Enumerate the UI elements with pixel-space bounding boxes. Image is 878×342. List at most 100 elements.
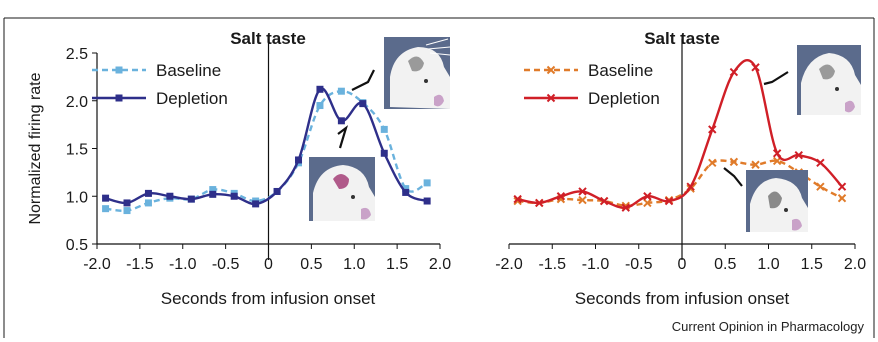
data-point <box>794 150 803 160</box>
x-tick-label: 0.5 <box>300 256 322 273</box>
x-tick-label: 1.0 <box>343 256 365 273</box>
x-tick-label: -0.5 <box>625 256 653 273</box>
data-point <box>556 192 566 201</box>
data-point <box>252 200 260 208</box>
x-tick-label: -1.0 <box>169 256 197 273</box>
pointer-mark <box>351 69 375 91</box>
data-point <box>751 63 760 72</box>
data-point <box>816 182 825 191</box>
data-point <box>816 158 825 168</box>
data-point <box>837 182 847 191</box>
data-point <box>209 190 217 198</box>
data-point <box>380 125 388 133</box>
x-tick-label: 0 <box>264 256 273 273</box>
x-tick-label: -1.5 <box>126 256 154 273</box>
left-panel: Salt taste -2.0 -1.5 -1.0 -0.5 0 0.5 1.0 1.5 2.0 0… <box>27 29 451 308</box>
series-line <box>517 159 843 208</box>
legend-marker <box>546 93 556 103</box>
data-point <box>621 203 630 212</box>
data-point <box>166 192 174 200</box>
x-tick-label: 2.0 <box>429 256 451 273</box>
data-point <box>123 199 131 207</box>
x-tick-label: -2.0 <box>495 256 523 273</box>
rat-head-icon <box>384 37 451 109</box>
y-axis-label: Normalized firing rate <box>27 72 44 224</box>
data-point <box>187 195 195 203</box>
data-point <box>337 87 345 95</box>
data-point <box>402 188 410 196</box>
data-point <box>535 198 544 208</box>
data-point <box>316 85 324 93</box>
data-point <box>578 195 587 205</box>
y-tick-label: 1.5 <box>66 142 88 159</box>
right-panel: Salt taste -2.0 -1.5 -1.0 -0.5 0 0.5 1.0 1.5 2.0 S… <box>495 29 866 308</box>
data-point <box>423 197 431 205</box>
x-tick-label: -0.5 <box>212 256 240 273</box>
rat-head-icon <box>797 45 861 115</box>
data-point <box>316 102 324 110</box>
x-tick-label: 0 <box>678 256 687 273</box>
legend-marker <box>115 94 123 102</box>
data-point <box>273 187 281 195</box>
data-point <box>513 194 522 204</box>
data-point <box>359 100 367 108</box>
data-point <box>664 196 674 206</box>
series-line <box>517 58 843 209</box>
legend-label: Depletion <box>588 89 660 108</box>
legend-label: Depletion <box>156 89 228 108</box>
y-tick-label: 2.5 <box>66 46 88 63</box>
rat-head-icon <box>746 170 808 232</box>
data-point <box>102 194 110 202</box>
x-axis-label: Seconds from infusion onset <box>575 289 790 308</box>
legend-label: Baseline <box>156 61 221 80</box>
x-tick-label: -2.0 <box>83 256 111 273</box>
x-tick-label: 2.0 <box>844 256 866 273</box>
data-point <box>772 149 782 158</box>
legend-label: Baseline <box>588 61 653 80</box>
data-point <box>295 156 303 164</box>
x-tick-label: 1.0 <box>757 256 779 273</box>
data-point <box>708 158 717 168</box>
legend-marker <box>115 66 123 74</box>
x-axis-label: Seconds from infusion onset <box>161 289 376 308</box>
x-tick-label: 1.5 <box>801 256 823 273</box>
data-point <box>380 149 388 157</box>
data-point <box>643 198 652 208</box>
data-point <box>209 186 217 194</box>
series-line <box>105 89 428 212</box>
x-tick-label: -1.5 <box>538 256 566 273</box>
y-tick-label: 0.5 <box>66 237 88 254</box>
data-point <box>599 196 609 206</box>
legend-marker <box>546 65 556 75</box>
data-point <box>123 207 131 215</box>
x-tick-label: -1.0 <box>582 256 610 273</box>
data-point <box>337 117 345 125</box>
series-line <box>105 87 428 206</box>
data-point <box>837 193 847 203</box>
data-point <box>230 192 238 200</box>
chart-title: Salt taste <box>644 29 720 48</box>
x-tick-label: 1.5 <box>386 256 408 273</box>
rat-head-icon <box>309 157 375 221</box>
y-tick-label: 2.0 <box>66 94 88 111</box>
data-point <box>708 125 717 134</box>
y-tick-label: 1.0 <box>66 189 88 206</box>
data-point <box>729 157 739 167</box>
data-point <box>643 192 652 201</box>
data-point <box>686 182 695 191</box>
data-point <box>423 179 431 187</box>
data-point <box>102 205 110 213</box>
chart-title: Salt taste <box>230 29 306 48</box>
data-point <box>144 189 152 197</box>
data-point <box>729 67 739 77</box>
pointer-mark <box>763 71 789 86</box>
data-point <box>578 187 587 196</box>
x-tick-label: 0.5 <box>714 256 736 273</box>
pointer-mark <box>337 125 349 149</box>
pointer-mark <box>723 167 743 187</box>
data-point <box>751 160 760 169</box>
credit-text: Current Opinion in Pharmacology <box>671 319 864 334</box>
data-point <box>144 199 152 207</box>
